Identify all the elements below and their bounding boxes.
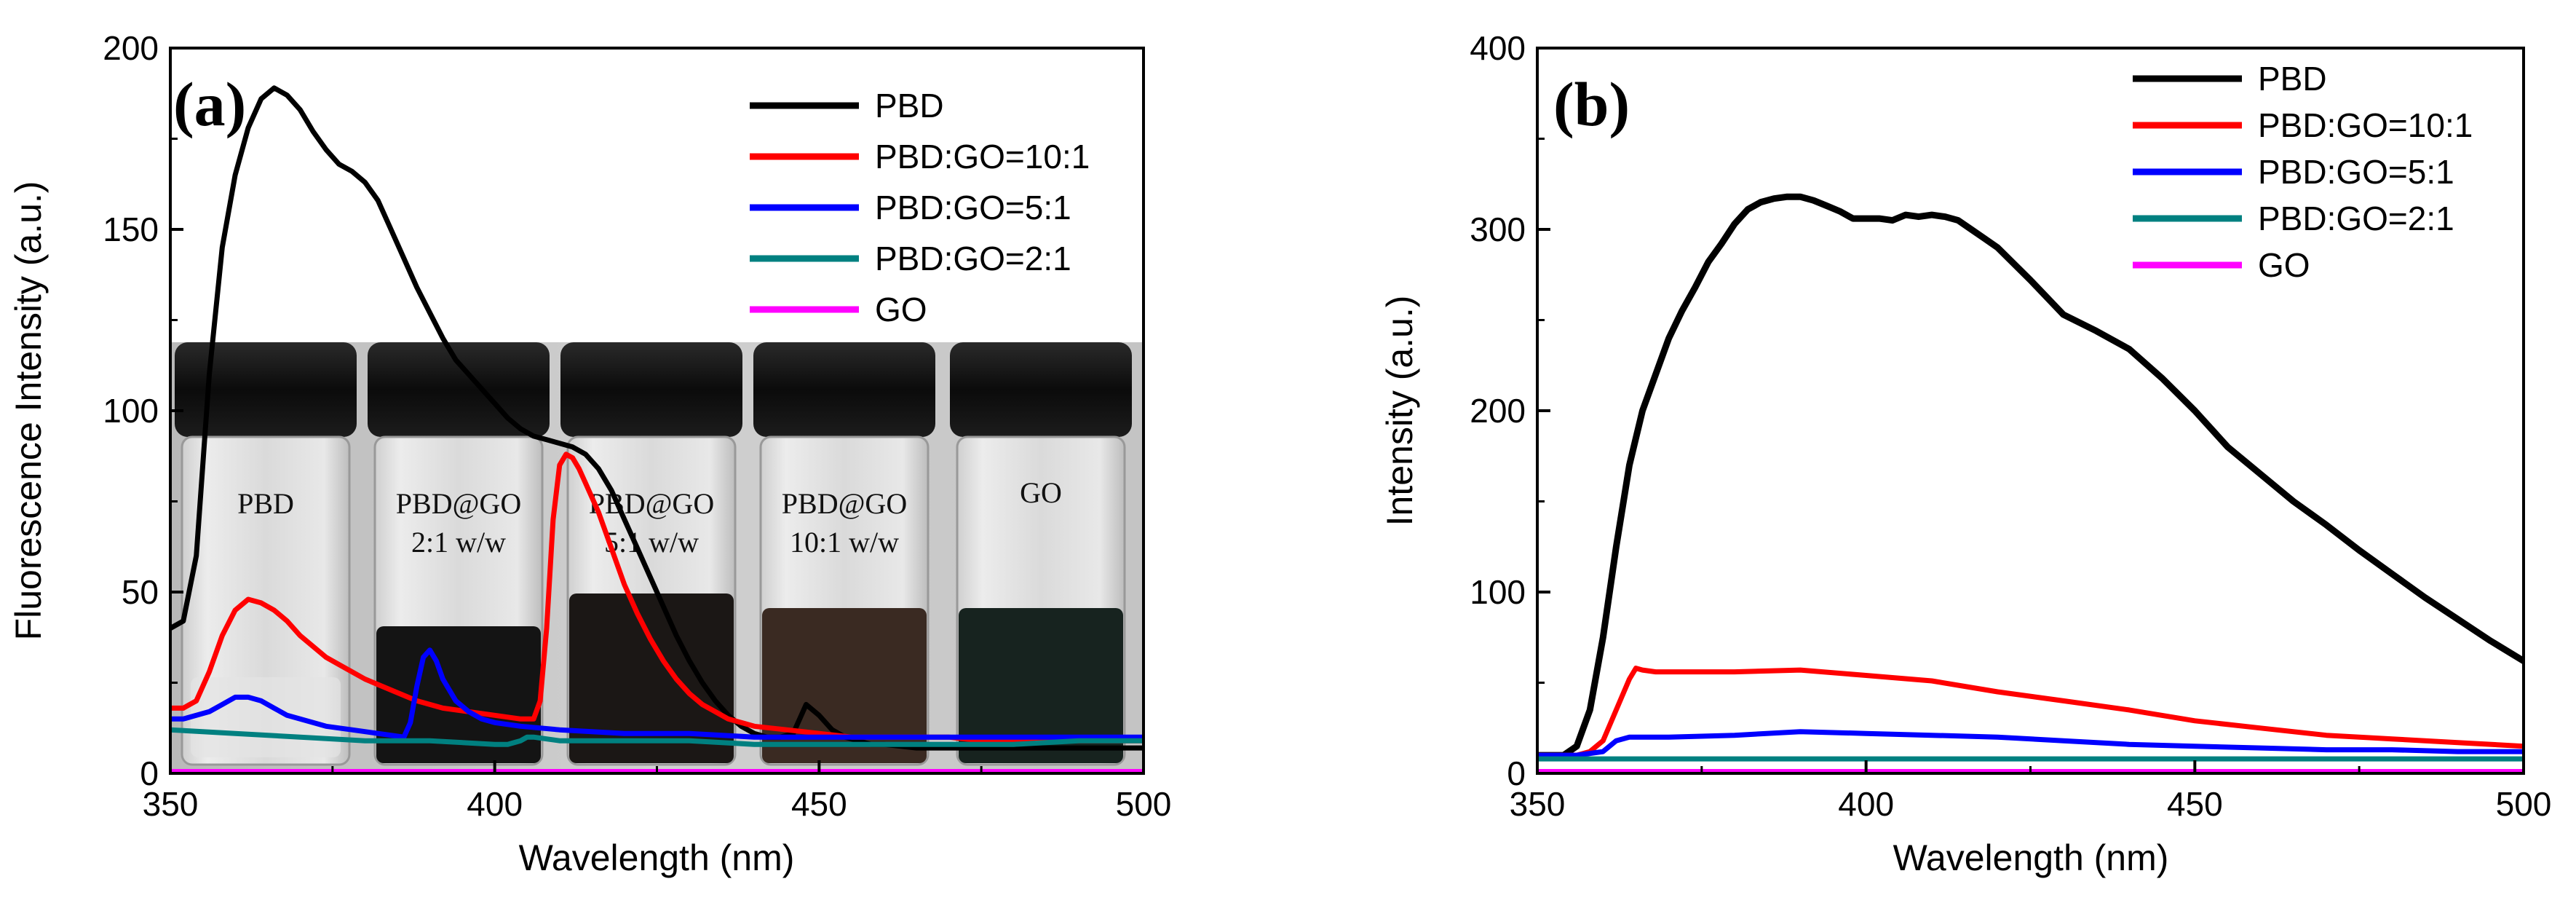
vial-label-5to1-line1: PBD@GO: [589, 487, 714, 520]
legend-label-a-pbd: PBD: [875, 87, 944, 125]
series-line-a-pbd-go-2-1: [170, 727, 1144, 747]
panel-label-a: (a): [173, 69, 246, 139]
ticks-b: 350 400 450 500 0 100 200 300 400: [1470, 29, 2551, 823]
legend-label-a-pbd-go-2-1: PBD:GO=2:1: [875, 240, 1071, 277]
y-tick-label-b-400: 400: [1470, 29, 1526, 67]
y-axis-title-b: Intensity (a.u.): [1379, 296, 1420, 527]
vial-go: [950, 342, 1132, 766]
vial-pbd: [175, 342, 357, 766]
legend-label-b-pbd-go-10-1: PBD:GO=10:1: [2258, 106, 2473, 144]
y-tick-label-b-100: 100: [1470, 573, 1526, 611]
legend-label-b-pbd-go-2-1: PBD:GO=2:1: [2258, 200, 2454, 237]
y-tick-label-a-0: 0: [140, 754, 159, 792]
x-tick-label-b-500: 500: [2496, 785, 2552, 823]
y-axis-title-a: Fluorescence Intensity (a.u.): [8, 181, 49, 641]
legend-label-b-pbd-go-5-1: PBD:GO=5:1: [2258, 153, 2454, 191]
x-tick-label-a-400: 400: [467, 785, 523, 823]
legend-label-a-pbd-go-5-1: PBD:GO=5:1: [875, 189, 1071, 226]
x-tick-label-a-450: 450: [791, 785, 847, 823]
x-tick-label-b-450: 450: [2167, 785, 2223, 823]
x-tick-label-b-400: 400: [1838, 785, 1894, 823]
panel-b: 350 400 450 500 0 100 200 300 400 (b) Wavelength…: [1379, 29, 2551, 878]
vial-label-pbd: PBD: [237, 487, 294, 520]
panel-label-b: (b): [1553, 69, 1630, 139]
y-tick-label-b-300: 300: [1470, 210, 1526, 248]
panel-a: PBD PBD@GO 2:1 w/w PBD@GO 5:1 w/w PBD@GO…: [8, 29, 1171, 878]
vial-label-go: GO: [1020, 476, 1062, 509]
vial-label-2to1-line2: 2:1 w/w: [411, 526, 506, 559]
series-line-b-pbd-go-5-1: [1537, 729, 2524, 758]
y-tick-label-a-50: 50: [122, 573, 159, 611]
legend-a: PBD PBD:GO=10:1 PBD:GO=5:1 PBD:GO=2:1 GO: [750, 87, 1090, 328]
series-line-b-pbd-go-10-1: [1537, 666, 2524, 758]
y-tick-label-b-200: 200: [1470, 392, 1526, 430]
vial-label-5to1-line2: 5:1 w/w: [604, 526, 699, 559]
vial-label-2to1-line1: PBD@GO: [396, 487, 521, 520]
series-line-a-pbd-go-5-1: [170, 647, 1144, 740]
ticks-a: 350 400 450 500 0 50 100 150 200: [103, 29, 1171, 823]
legend-label-b-go: GO: [2258, 246, 2310, 284]
x-axis-title-a: Wavelength (nm): [519, 837, 795, 878]
vial-label-10to1-line1: PBD@GO: [782, 487, 907, 520]
y-tick-label-a-200: 200: [103, 29, 159, 67]
series-group-b: [1537, 193, 2524, 773]
y-tick-label-a-100: 100: [103, 392, 159, 430]
series-line-b-pbd: [1537, 193, 2524, 759]
x-tick-label-b-350: 350: [1510, 785, 1566, 823]
y-tick-label-a-150: 150: [103, 210, 159, 248]
vial-10to1: [753, 342, 935, 766]
x-tick-label-a-500: 500: [1116, 785, 1172, 823]
legend-label-a-go: GO: [875, 291, 927, 328]
vial-5to1: [560, 342, 742, 766]
legend-b: PBD PBD:GO=10:1 PBD:GO=5:1 PBD:GO=2:1 GO: [2133, 60, 2473, 284]
y-tick-label-b-0: 0: [1507, 754, 1526, 792]
legend-label-a-pbd-go-10-1: PBD:GO=10:1: [875, 138, 1090, 176]
x-tick-label-a-350: 350: [143, 785, 199, 823]
vial-label-10to1-line2: 10:1 w/w: [790, 526, 899, 559]
legend-label-b-pbd: PBD: [2258, 60, 2327, 98]
x-axis-title-b: Wavelength (nm): [1893, 837, 2169, 878]
vial-photo: PBD PBD@GO 2:1 w/w PBD@GO 5:1 w/w PBD@GO…: [171, 342, 1143, 772]
